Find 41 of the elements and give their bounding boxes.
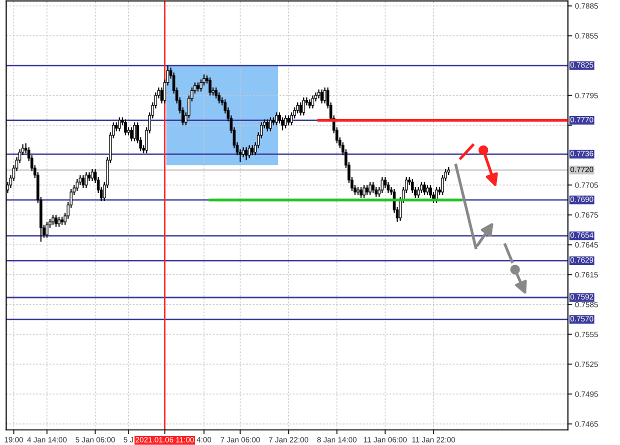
candlestick bbox=[46, 221, 48, 238]
candlestick bbox=[90, 168, 94, 182]
candlestick bbox=[299, 102, 302, 116]
candlestick bbox=[410, 178, 414, 194]
candlestick bbox=[368, 181, 372, 196]
candlestick bbox=[275, 112, 278, 126]
candlestick bbox=[208, 76, 212, 96]
candlestick bbox=[362, 184, 366, 199]
candlestick bbox=[266, 118, 269, 132]
candlestick bbox=[54, 214, 58, 228]
candlestick bbox=[218, 92, 221, 104]
candlestick bbox=[52, 214, 54, 226]
candlestick bbox=[124, 118, 127, 136]
candlestick bbox=[426, 184, 429, 196]
candlestick bbox=[323, 86, 326, 104]
candlestick bbox=[269, 116, 272, 132]
candlestick bbox=[372, 181, 375, 194]
candlestick bbox=[366, 184, 368, 196]
candlestick bbox=[281, 116, 284, 131]
candlestick bbox=[320, 88, 324, 104]
candlestick bbox=[76, 178, 79, 192]
candlestick bbox=[133, 122, 136, 142]
candlestick bbox=[82, 174, 85, 189]
candlestick bbox=[386, 181, 390, 194]
candlestick bbox=[417, 186, 420, 199]
candlestick bbox=[58, 216, 60, 228]
candlestick bbox=[435, 186, 438, 204]
candlestick bbox=[420, 181, 423, 194]
candlestick bbox=[374, 186, 378, 198]
candlestick bbox=[84, 172, 88, 189]
candlestick bbox=[118, 116, 121, 132]
candlestick bbox=[360, 186, 362, 199]
candlestick bbox=[290, 112, 293, 126]
candlestick bbox=[130, 126, 133, 142]
candlestick bbox=[284, 114, 287, 129]
candlestick bbox=[384, 176, 387, 189]
candlestick bbox=[200, 78, 202, 92]
candlestick bbox=[287, 114, 290, 126]
candlestick bbox=[380, 176, 384, 194]
candlestick bbox=[429, 184, 432, 199]
candlestick bbox=[423, 181, 426, 196]
